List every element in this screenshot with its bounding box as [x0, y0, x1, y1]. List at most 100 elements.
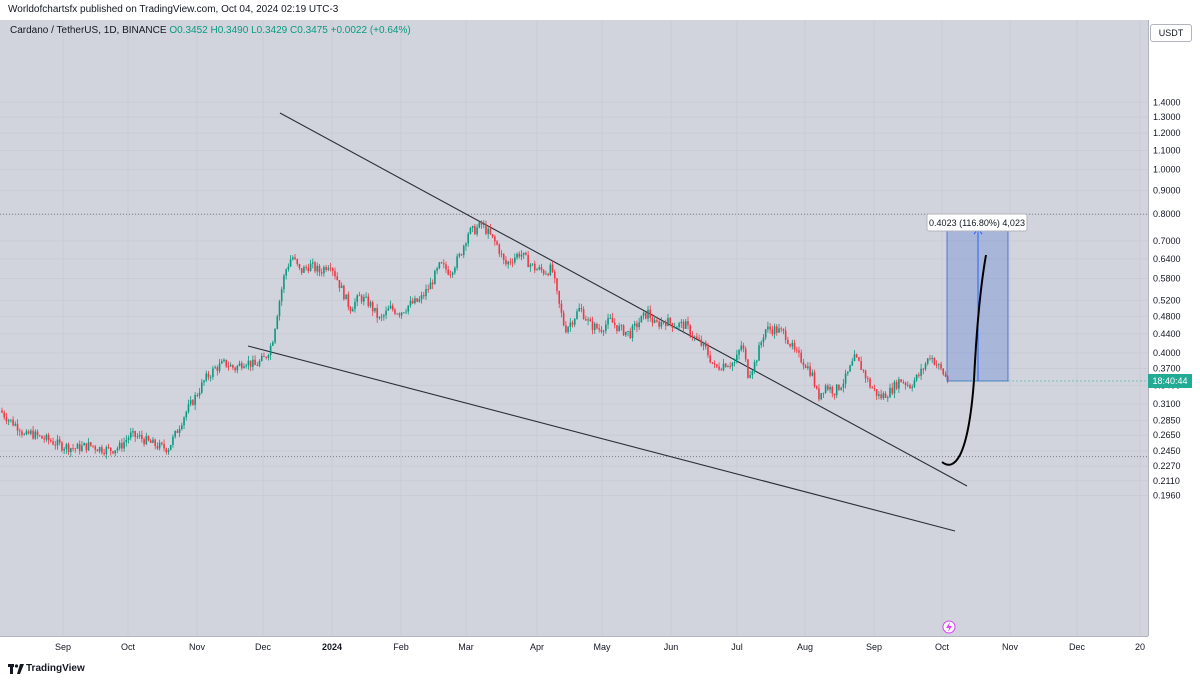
candle-body	[627, 330, 629, 332]
candle-body	[884, 393, 887, 398]
candle-body	[895, 381, 898, 389]
price-tick-label: 0.6400	[1153, 254, 1181, 264]
candle-body	[85, 443, 88, 451]
price-tick-label: 1.4000	[1153, 97, 1181, 107]
publish-header: Worldofchartsfx published on TradingView…	[0, 0, 1200, 20]
candle-body	[562, 312, 565, 326]
candle-body	[154, 439, 156, 447]
candle-body	[105, 447, 108, 455]
candle-body	[103, 452, 105, 455]
candle-body	[511, 262, 514, 264]
candle-body	[667, 317, 669, 326]
candle-body	[933, 357, 936, 365]
candle-body	[926, 358, 929, 364]
candle-body	[405, 311, 407, 313]
candle-body	[343, 285, 345, 300]
candle-body	[436, 268, 438, 271]
legend-symbol: Cardano / TetherUS, 1D, BINANCE	[10, 25, 167, 36]
candle-body	[416, 298, 418, 302]
price-tick-label: 0.3100	[1153, 399, 1181, 409]
candle-body	[598, 328, 600, 330]
candle-body	[187, 404, 190, 412]
candle-body	[542, 270, 545, 274]
candle-body	[671, 323, 674, 328]
candle-body	[141, 434, 143, 440]
candle-body	[935, 364, 938, 366]
candle-body	[380, 316, 383, 318]
candle-body	[682, 321, 685, 329]
time-scale[interactable]	[0, 636, 1148, 658]
candle-body	[163, 443, 165, 449]
candle-body	[636, 323, 638, 328]
currency-button[interactable]: USDT	[1150, 24, 1192, 42]
candle-body	[582, 309, 585, 320]
price-badge-label: 18:40:44	[1152, 376, 1187, 386]
candle-body	[125, 439, 128, 443]
candle-body	[514, 257, 516, 263]
candle-body	[10, 419, 12, 421]
candle-body	[558, 290, 561, 304]
candle-body	[904, 382, 907, 386]
candle-body	[431, 282, 434, 285]
candle-body	[145, 436, 148, 445]
candle-body	[787, 339, 789, 344]
candle-body	[325, 267, 327, 270]
candle-body	[769, 326, 771, 330]
candle-body	[358, 295, 361, 297]
candle-body	[360, 295, 363, 302]
candle-body	[427, 288, 430, 290]
candle-body	[516, 253, 518, 258]
candle-body	[83, 443, 85, 446]
candle-body	[172, 436, 174, 446]
candle-body	[98, 447, 101, 452]
candle-body	[449, 274, 452, 276]
candle-body	[791, 342, 794, 347]
candle-body	[203, 380, 205, 383]
legend-low: L0.3429	[251, 25, 288, 36]
candle-body	[920, 368, 922, 376]
candle-body	[447, 269, 450, 275]
candle-body	[194, 395, 196, 406]
candle-body	[278, 301, 281, 317]
candle-body	[245, 365, 247, 367]
candle-body	[467, 233, 469, 244]
footer-brand: TradingView	[26, 663, 85, 674]
candle-body	[913, 380, 916, 387]
candle-body	[660, 321, 663, 327]
candle-body	[747, 359, 749, 378]
candle-body	[704, 342, 707, 347]
time-tick-label: Nov	[1002, 642, 1019, 652]
candle-body	[460, 254, 463, 256]
time-tick-label: Oct	[935, 642, 950, 652]
candle-body	[287, 266, 290, 270]
candle-body	[121, 442, 123, 449]
candle-body	[569, 322, 572, 327]
price-tick-label: 0.2650	[1153, 430, 1181, 440]
candle-body	[67, 444, 70, 453]
candle-body	[589, 319, 592, 322]
candle-body	[645, 312, 647, 319]
candle-body	[585, 319, 587, 321]
candle-body	[547, 273, 549, 276]
candle-body	[465, 243, 467, 246]
candle-body	[553, 271, 556, 279]
candle-body	[578, 308, 580, 312]
chart-pane[interactable]	[0, 20, 1148, 636]
candle-body	[351, 309, 354, 312]
candle-body	[434, 270, 436, 285]
candle-body	[871, 387, 874, 389]
candle-body	[749, 375, 751, 378]
candle-body	[476, 227, 478, 235]
candle-body	[711, 362, 714, 364]
candle-body	[212, 368, 214, 378]
candle-body	[249, 360, 252, 367]
candle-body	[560, 303, 563, 313]
candle-body	[347, 294, 350, 308]
candle-body	[827, 385, 829, 390]
candle-body	[451, 272, 454, 275]
candle-body	[651, 317, 654, 323]
candle-body	[849, 365, 851, 372]
price-scale[interactable]	[1148, 20, 1200, 636]
trendlines	[247, 112, 968, 532]
